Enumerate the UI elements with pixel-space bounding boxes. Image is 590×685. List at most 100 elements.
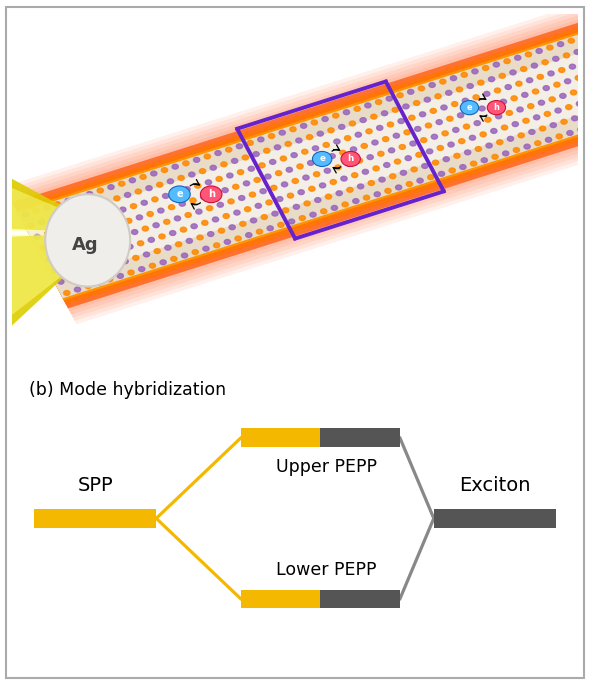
Circle shape <box>255 203 261 208</box>
Circle shape <box>561 119 567 124</box>
Circle shape <box>389 174 396 179</box>
Circle shape <box>186 238 192 243</box>
Circle shape <box>57 253 63 258</box>
Circle shape <box>79 273 86 277</box>
Circle shape <box>335 165 341 170</box>
Circle shape <box>511 96 517 101</box>
Circle shape <box>274 145 281 150</box>
Circle shape <box>547 45 553 50</box>
Circle shape <box>497 140 503 145</box>
Circle shape <box>487 101 506 114</box>
Circle shape <box>100 240 106 245</box>
Circle shape <box>314 197 321 203</box>
Circle shape <box>146 186 152 190</box>
Circle shape <box>50 216 56 221</box>
Circle shape <box>384 162 390 167</box>
Circle shape <box>28 223 34 228</box>
Circle shape <box>162 168 168 173</box>
Circle shape <box>493 62 500 67</box>
Circle shape <box>408 90 414 95</box>
Circle shape <box>457 113 464 118</box>
Circle shape <box>78 247 84 251</box>
Circle shape <box>409 115 415 120</box>
Circle shape <box>261 214 267 219</box>
Circle shape <box>576 101 582 106</box>
Circle shape <box>544 112 550 116</box>
Text: h: h <box>493 103 499 112</box>
Circle shape <box>168 179 173 184</box>
Circle shape <box>505 85 512 90</box>
Text: h: h <box>208 189 215 199</box>
Circle shape <box>44 205 50 210</box>
Circle shape <box>203 247 209 251</box>
Circle shape <box>307 160 314 165</box>
Circle shape <box>352 173 358 177</box>
Circle shape <box>182 253 188 258</box>
Circle shape <box>362 169 369 174</box>
Circle shape <box>83 232 89 237</box>
Text: Ag: Ag <box>71 236 98 254</box>
Circle shape <box>586 72 590 77</box>
Text: h: h <box>348 154 354 164</box>
Circle shape <box>533 115 540 120</box>
Circle shape <box>492 154 498 159</box>
Circle shape <box>160 260 166 264</box>
Circle shape <box>333 113 339 118</box>
Circle shape <box>378 151 384 156</box>
Circle shape <box>45 231 51 236</box>
Circle shape <box>281 182 288 187</box>
Circle shape <box>277 197 283 201</box>
Circle shape <box>522 92 528 97</box>
Circle shape <box>264 148 270 153</box>
Circle shape <box>136 215 143 220</box>
Circle shape <box>556 134 562 139</box>
Circle shape <box>51 242 57 247</box>
Circle shape <box>339 125 345 129</box>
Circle shape <box>126 219 132 223</box>
Circle shape <box>224 240 231 245</box>
Circle shape <box>397 92 403 98</box>
Circle shape <box>304 201 310 206</box>
Circle shape <box>354 106 360 111</box>
Polygon shape <box>14 18 590 304</box>
Circle shape <box>572 116 578 121</box>
Polygon shape <box>0 233 112 342</box>
Circle shape <box>523 119 529 123</box>
Circle shape <box>221 162 227 166</box>
Ellipse shape <box>45 195 130 286</box>
Circle shape <box>68 276 75 281</box>
Circle shape <box>270 160 276 164</box>
Circle shape <box>343 110 350 114</box>
Circle shape <box>366 129 372 134</box>
Circle shape <box>401 171 407 175</box>
Circle shape <box>107 277 113 282</box>
Circle shape <box>478 80 484 85</box>
Text: y: y <box>485 273 493 287</box>
Circle shape <box>199 169 206 173</box>
Circle shape <box>537 75 543 79</box>
Circle shape <box>244 181 250 186</box>
Circle shape <box>309 186 315 191</box>
Circle shape <box>287 193 294 198</box>
Circle shape <box>231 158 238 163</box>
Circle shape <box>462 98 468 103</box>
Circle shape <box>560 93 566 99</box>
Circle shape <box>189 172 195 177</box>
Circle shape <box>553 56 559 61</box>
Text: SPP: SPP <box>77 476 113 495</box>
Circle shape <box>341 151 360 166</box>
Circle shape <box>566 105 572 110</box>
Circle shape <box>271 186 277 190</box>
Polygon shape <box>0 178 117 233</box>
Bar <box>241 590 320 608</box>
Circle shape <box>39 220 45 225</box>
Circle shape <box>228 199 234 204</box>
Circle shape <box>379 177 385 182</box>
Text: e: e <box>467 103 472 112</box>
Circle shape <box>483 66 489 71</box>
Circle shape <box>103 199 109 204</box>
Circle shape <box>215 151 221 155</box>
Circle shape <box>440 79 446 84</box>
Circle shape <box>418 86 425 91</box>
Circle shape <box>548 71 554 76</box>
